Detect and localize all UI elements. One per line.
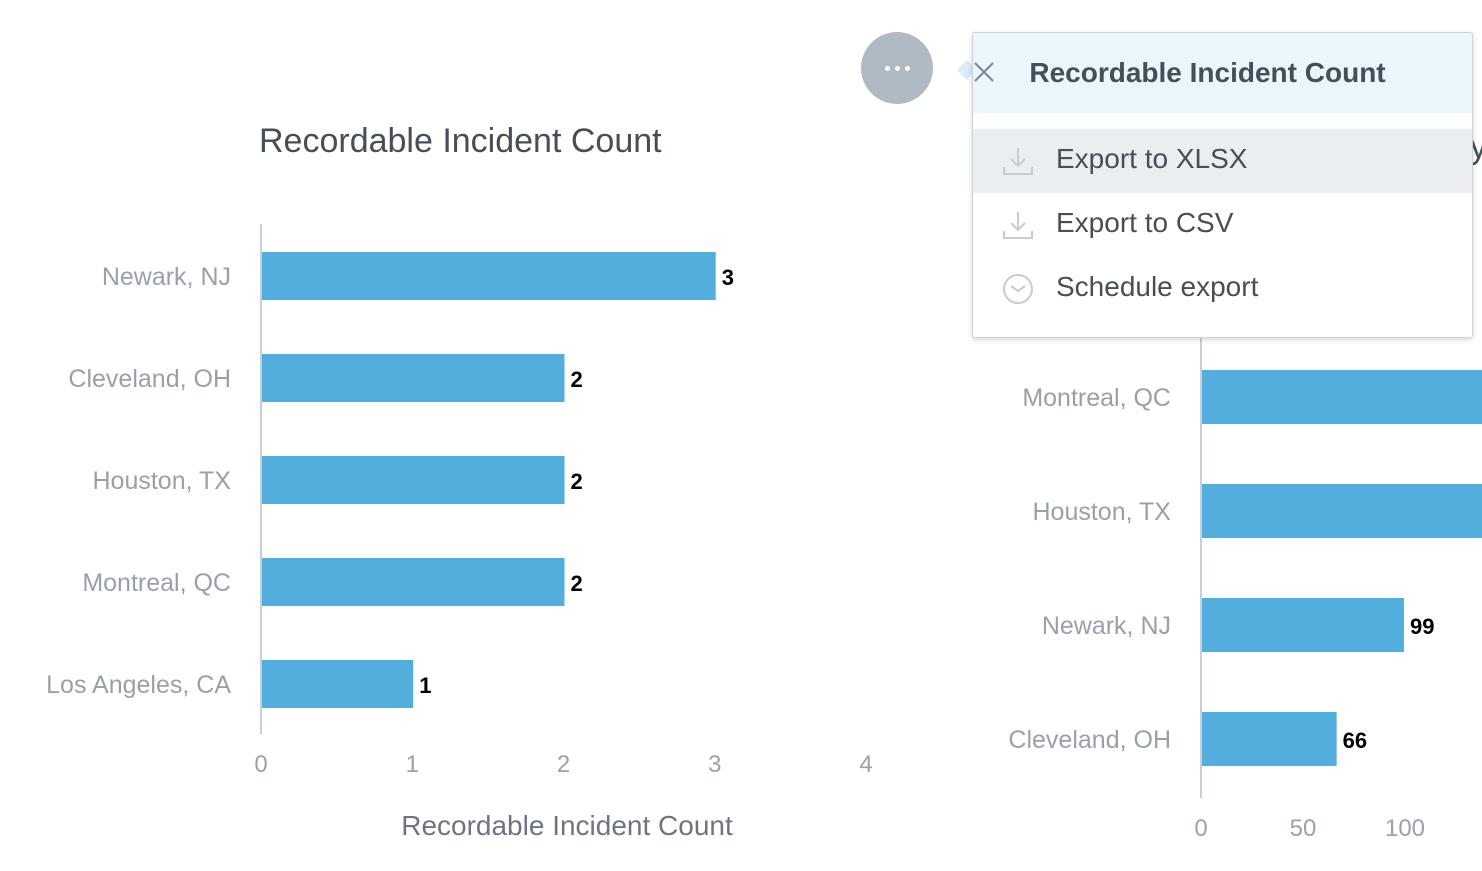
tick-label: 0 [254, 751, 267, 778]
category-label: Los Angeles, CA [46, 671, 231, 699]
tick-label: 100 [1385, 815, 1425, 842]
download-icon [1003, 148, 1033, 175]
dot-icon [884, 65, 890, 71]
category-label: Newark, NJ [1042, 612, 1171, 640]
bar [262, 456, 565, 504]
menu-item-label: Export to CSV [1056, 207, 1234, 238]
data-label: 99 [1410, 614, 1434, 639]
category-label: Houston, TX [92, 467, 231, 495]
category-label: Cleveland, OH [1008, 726, 1171, 754]
category-label: Houston, TX [1032, 498, 1171, 526]
clock-icon [1003, 274, 1033, 304]
category-label: Montreal, QC [82, 569, 231, 597]
data-label: 1 [419, 673, 431, 698]
popup-title: Recordable Incident Count [1029, 57, 1386, 88]
tick-label: 3 [708, 751, 721, 778]
tick-label: 4 [859, 751, 872, 778]
popup-header: Recordable Incident Count [973, 33, 1472, 113]
more-options-button[interactable] [861, 32, 933, 104]
tick-label: 0 [1194, 815, 1207, 842]
tick-label: 2 [557, 751, 570, 778]
bar [1202, 712, 1337, 766]
bar [262, 558, 565, 606]
category-label: Montreal, QC [1022, 384, 1171, 412]
menu-item-label: Export to XLSX [1056, 143, 1248, 174]
chart-title: Recordable Incident Count [259, 122, 662, 160]
download-icon [1003, 212, 1033, 239]
bar [262, 354, 565, 402]
export-xlsx-item[interactable]: Export to XLSX [973, 129, 1472, 193]
close-icon[interactable] [973, 61, 995, 83]
export-csv-item[interactable]: Export to CSV [973, 193, 1472, 257]
bar [262, 660, 414, 708]
data-label: 2 [571, 367, 583, 392]
x-axis-title: Recordable Incident Count [401, 810, 733, 841]
dot-icon [904, 65, 910, 71]
category-label: Newark, NJ [102, 263, 231, 291]
data-label: 66 [1343, 728, 1367, 753]
bar [1202, 370, 1482, 424]
data-label: 3 [722, 265, 734, 290]
schedule-export-item[interactable]: Schedule export [973, 257, 1472, 321]
export-menu: Export to XLSX Export to CSV Schedule ex… [973, 129, 1472, 321]
bar [262, 252, 716, 300]
category-label: Cleveland, OH [68, 365, 231, 393]
bar [1202, 598, 1404, 652]
menu-item-label: Schedule export [1056, 271, 1259, 302]
bar [1202, 484, 1482, 538]
data-label: 2 [571, 469, 583, 494]
second-chart-title-fragment: y [1470, 128, 1482, 166]
tick-label: 50 [1290, 815, 1317, 842]
dot-icon [894, 65, 900, 71]
export-popup: Recordable Incident Count Export to XLSX… [972, 32, 1473, 338]
data-label: 2 [571, 571, 583, 596]
tick-label: 1 [406, 751, 419, 778]
